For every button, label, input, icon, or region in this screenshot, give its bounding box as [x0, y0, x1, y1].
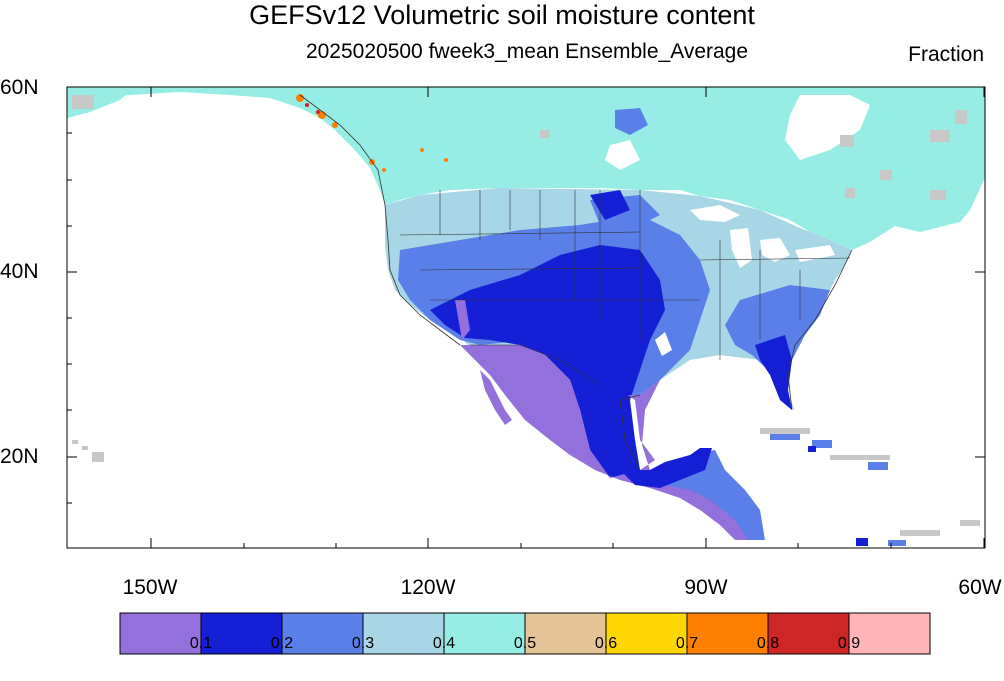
units-label: Fraction — [908, 43, 984, 66]
colorbar-swatch-2 — [281, 612, 364, 655]
colorbar-swatch-0 — [119, 612, 202, 655]
colorbar-swatch-6 — [605, 612, 688, 655]
colorbar-swatch-4 — [443, 612, 526, 655]
colorbar-label-5: 0.6 — [594, 635, 618, 652]
colorbar-swatch-9 — [848, 612, 931, 655]
colorbar-label-0: 0.1 — [189, 635, 213, 652]
colorbar-swatch-7 — [686, 612, 769, 655]
canada-region — [67, 87, 985, 250]
colorbar-label-8: 0.9 — [837, 635, 861, 652]
colorbar-swatch-3 — [362, 612, 445, 655]
colorbar-label-1: 0.2 — [270, 635, 294, 652]
lat-label-40n: 40N — [0, 260, 39, 283]
lon-label-150w: 150W — [122, 576, 178, 599]
colorbar-label-2: 0.3 — [351, 635, 375, 652]
lon-label-120w: 120W — [400, 576, 456, 599]
lat-label-60n: 60N — [0, 76, 39, 99]
lon-label-60w: 60W — [958, 576, 1002, 599]
map-title: GEFSv12 Volumetric soil moisture content — [249, 0, 755, 30]
colorbar-label-3: 0.4 — [432, 635, 456, 652]
colorbar-swatch-8 — [767, 612, 850, 655]
colorbar-label-6: 0.7 — [675, 635, 699, 652]
colorbar-label-7: 0.8 — [756, 635, 780, 652]
colorbar-swatch-5 — [524, 612, 607, 655]
mexico-region — [460, 345, 752, 540]
map-subtitle: 2025020500 fweek3_mean Ensemble_Average — [305, 40, 749, 63]
lon-label-90w: 90W — [684, 576, 728, 599]
colorbar-swatch-1 — [200, 612, 283, 655]
colorbar-label-4: 0.5 — [513, 635, 537, 652]
lat-label-20n: 20N — [0, 445, 39, 468]
